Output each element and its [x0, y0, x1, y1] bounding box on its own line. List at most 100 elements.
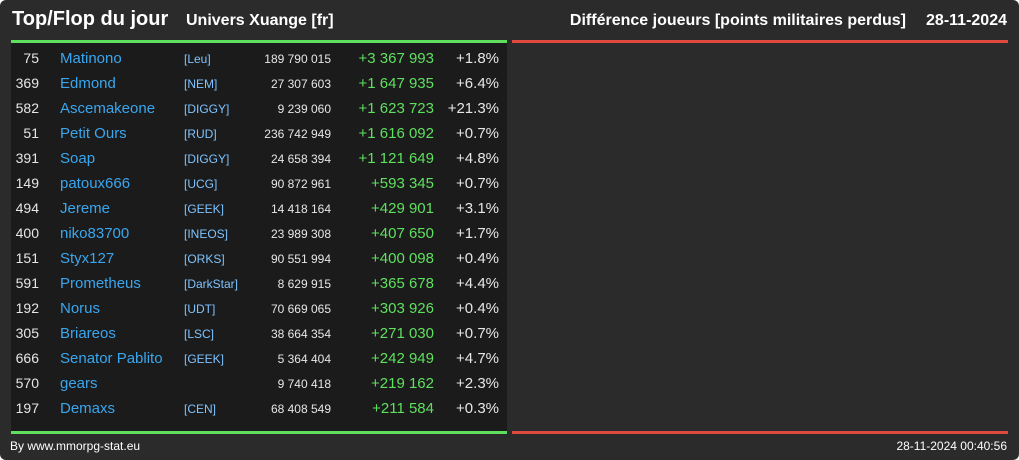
percent-cell: +21.3%	[447, 100, 499, 117]
table-row: 75 Matinono [Leu] 189 790 015 +3 367 993 +1.8…	[11, 47, 507, 72]
alliance-link[interactable]: [GEEK]	[184, 202, 225, 216]
points-cell: 70 669 065	[270, 302, 331, 316]
bottom-divider-green	[11, 431, 507, 434]
player-link[interactable]: Prometheus	[60, 275, 141, 292]
percent-cell: +4.7%	[456, 350, 499, 367]
diff-cell: +593 345	[371, 175, 434, 192]
alliance-link[interactable]: [DIGGY]	[184, 152, 230, 166]
player-link[interactable]: gears	[60, 375, 98, 392]
footer-timestamp: 28-11-2024 00:40:56	[896, 439, 1007, 453]
points-cell: 14 418 164	[270, 202, 331, 216]
rank-cell: 75	[23, 50, 39, 66]
percent-cell: +0.7%	[456, 175, 499, 192]
percent-cell: +0.4%	[456, 250, 499, 267]
diff-cell: +1 623 723	[358, 100, 435, 117]
diff-cell: +1 647 935	[358, 75, 435, 92]
table-row: 197 Demaxs [CEN] 68 408 549 +211 584 +0.3%	[11, 397, 507, 422]
top-divider-green	[11, 40, 507, 43]
percent-cell: +4.4%	[456, 275, 499, 292]
points-cell: 24 658 394	[270, 152, 331, 166]
points-cell: 23 989 308	[270, 227, 331, 241]
metric-label: Différence joueurs [points militaires pe…	[569, 12, 906, 29]
rank-cell: 570	[15, 375, 39, 391]
alliance-link[interactable]: [GEEK]	[184, 352, 225, 366]
rank-cell: 305	[15, 325, 39, 341]
alliance-link[interactable]: [LSC]	[184, 327, 215, 341]
diff-cell: +211 584	[372, 400, 434, 417]
points-cell: 90 872 961	[270, 177, 331, 191]
table-row: 666 Senator Pablito [GEEK] 5 364 404 +242 94…	[11, 347, 507, 372]
points-cell: 189 790 015	[264, 52, 331, 66]
alliance-link[interactable]: [INEOS]	[184, 227, 229, 241]
diff-cell: +400 098	[371, 250, 434, 267]
rank-cell: 149	[15, 175, 39, 191]
table-row: 149 patoux666 [UCG] 90 872 961 +593 345 +0.7%	[11, 172, 507, 197]
rank-cell: 494	[15, 200, 39, 216]
table-row: 51 Petit Ours [RUD] 236 742 949 +1 616 092 +0…	[11, 122, 507, 147]
table-row: 369 Edmond [NEM] 27 307 603 +1 647 935 +6.4%	[11, 72, 507, 97]
diff-cell: +271 030	[371, 325, 434, 342]
table-row: 591 Prometheus [DarkStar] 8 629 915 +365 678…	[11, 272, 507, 297]
player-link[interactable]: Ascemakeone	[60, 100, 156, 117]
diff-cell: +219 162	[371, 375, 434, 392]
player-link[interactable]: Demaxs	[60, 400, 116, 417]
rank-cell: 582	[15, 100, 39, 116]
rank-cell: 51	[23, 125, 39, 141]
diff-cell: +3 367 993	[358, 50, 435, 67]
table-row: 391 Soap [DIGGY] 24 658 394 +1 121 649 +4.8%	[11, 147, 507, 172]
points-cell: 27 307 603	[270, 77, 331, 91]
universe-label: Univers Xuange [fr]	[186, 12, 334, 29]
player-link[interactable]: Jereme	[60, 200, 111, 217]
diff-cell: +303 926	[371, 300, 434, 317]
player-link[interactable]: Petit Ours	[60, 125, 127, 142]
player-link[interactable]: Briareos	[60, 325, 116, 342]
player-link[interactable]: Styx127	[60, 250, 115, 267]
percent-cell: +0.3%	[456, 400, 499, 417]
table-row: 400 niko83700 [INEOS] 23 989 308 +407 650 +1.…	[11, 222, 507, 247]
rank-cell: 197	[15, 400, 39, 416]
points-cell: 38 664 354	[270, 327, 331, 341]
table-row: 570 gears 9 740 418 +219 162 +2.3%	[11, 372, 507, 397]
header-date: 28-11-2024	[926, 12, 1007, 29]
player-link[interactable]: Soap	[60, 150, 96, 167]
rank-cell: 369	[15, 75, 39, 91]
diff-cell: +1 121 649	[358, 150, 435, 167]
percent-cell: +0.7%	[456, 125, 499, 142]
percent-cell: +2.3%	[456, 375, 499, 392]
top-divider-red	[512, 40, 1008, 43]
percent-cell: +0.4%	[456, 300, 499, 317]
alliance-link[interactable]: [RUD]	[184, 127, 217, 141]
diff-cell: +365 678	[371, 275, 434, 292]
rank-cell: 192	[15, 300, 39, 316]
points-cell: 236 742 949	[264, 127, 331, 141]
player-link[interactable]: Edmond	[60, 75, 116, 92]
points-cell: 68 408 549	[270, 402, 331, 416]
alliance-link[interactable]: [NEM]	[184, 77, 218, 91]
alliance-link[interactable]: [DarkStar]	[184, 277, 239, 291]
alliance-link[interactable]: [CEN]	[184, 402, 217, 416]
alliance-link[interactable]: [UCG]	[184, 177, 218, 191]
points-cell: 5 364 404	[277, 352, 331, 366]
diff-cell: +429 901	[371, 200, 434, 217]
player-link[interactable]: niko83700	[60, 225, 130, 242]
rank-cell: 666	[15, 350, 39, 366]
rank-cell: 591	[15, 275, 39, 291]
player-link[interactable]: Matinono	[60, 50, 122, 67]
percent-cell: +0.7%	[456, 325, 499, 342]
alliance-link[interactable]: [UDT]	[184, 302, 216, 316]
alliance-link[interactable]: [Leu]	[184, 52, 211, 66]
points-cell: 9 740 418	[277, 377, 331, 391]
table-row: 192 Norus [UDT] 70 669 065 +303 926 +0.4%	[11, 297, 507, 322]
player-link[interactable]: patoux666	[60, 175, 131, 192]
percent-cell: +6.4%	[456, 75, 499, 92]
table-row: 305 Briareos [LSC] 38 664 354 +271 030 +0.7%	[11, 322, 507, 347]
flop-panel	[512, 43, 1008, 431]
alliance-link[interactable]: [ORKS]	[184, 252, 225, 266]
player-link[interactable]: Senator Pablito	[60, 350, 163, 367]
alliance-link[interactable]: [DIGGY]	[184, 102, 230, 116]
percent-cell: +1.7%	[456, 225, 499, 242]
footer-credit-link[interactable]: By www.mmorpg-stat.eu	[10, 439, 141, 453]
player-link[interactable]: Norus	[60, 300, 101, 317]
table-row: 582 Ascemakeone [DIGGY] 9 239 060 +1 623 723…	[11, 97, 507, 122]
